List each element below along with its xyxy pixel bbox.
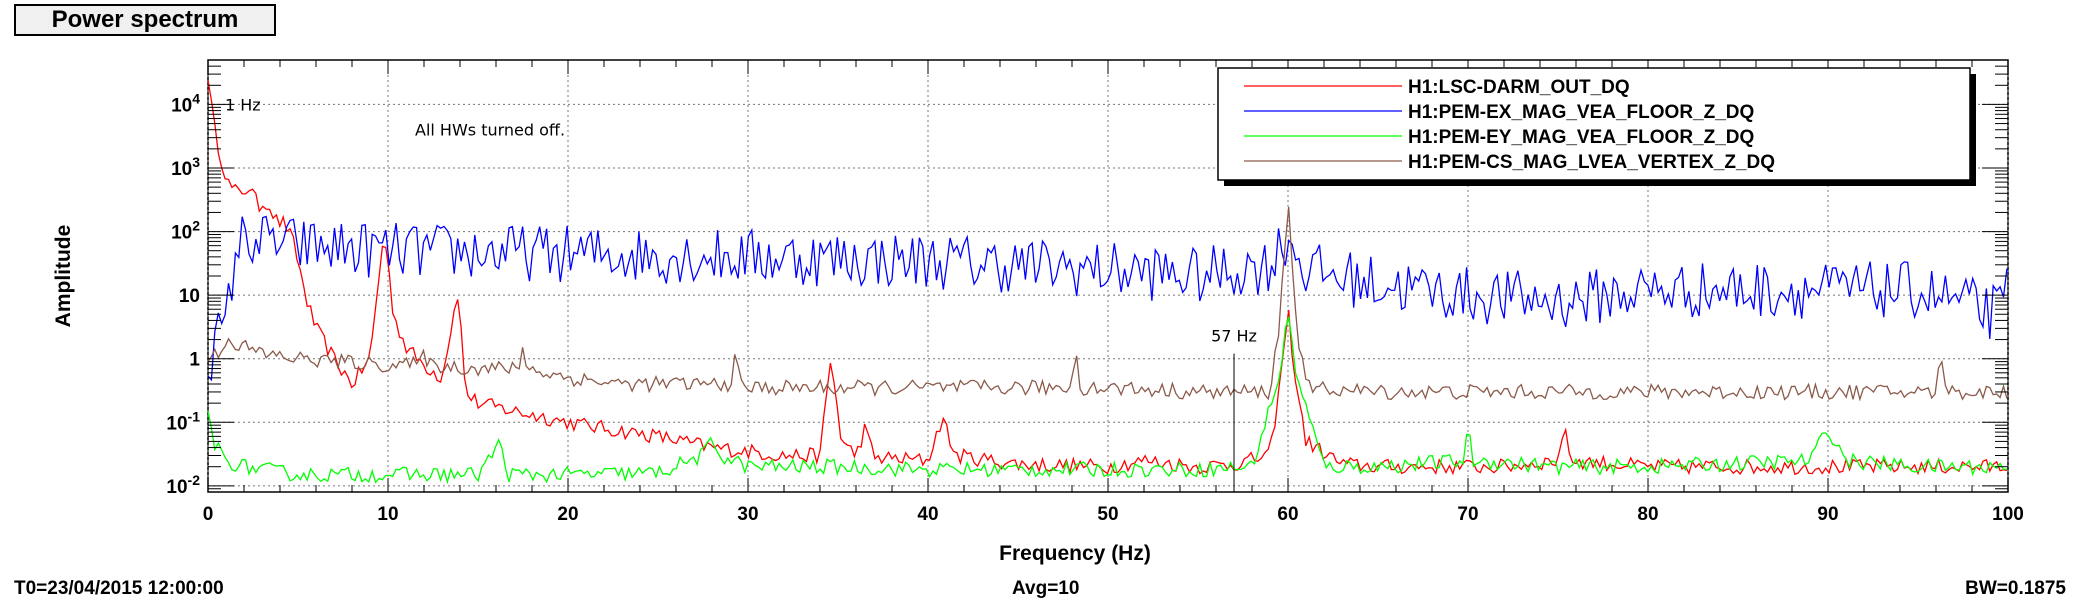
legend-label: H1:PEM-CS_MAG_LVEA_VERTEX_Z_DQ <box>1408 152 1775 173</box>
x-tick-label: 40 <box>917 504 938 525</box>
y-axis-label: Amplitude <box>52 225 75 328</box>
annotation-text: 1 Hz <box>225 95 261 114</box>
legend-label: H1:LSC-DARM_OUT_DQ <box>1408 77 1630 98</box>
series-line-3 <box>207 316 2007 485</box>
y-tick-label: 102 <box>171 218 200 244</box>
axes: 0 10 20 30 40 50 60 70 80 90 10010410310210110-110… <box>52 59 2024 565</box>
x-tick-label: 0 <box>203 504 214 525</box>
series-line-2 <box>207 215 2008 382</box>
y-tick-label: 1 <box>189 350 200 371</box>
x-tick-label: 80 <box>1637 504 1658 525</box>
x-tick-label: 10 <box>377 504 398 525</box>
y-tick-label: 104 <box>171 90 200 116</box>
series-line-1 <box>207 80 2007 476</box>
x-axis-label: Frequency (Hz) <box>999 542 1151 565</box>
series-lines <box>207 80 2008 485</box>
annotation-text: 57 Hz <box>1211 327 1257 346</box>
footer-bw: BW=0.1875 <box>1965 578 2066 599</box>
legend-label: H1:PEM-EY_MAG_VEA_FLOOR_Z_DQ <box>1408 127 1754 148</box>
x-tick-label: 30 <box>737 504 758 525</box>
y-tick-label: 10 <box>179 286 200 307</box>
series-line-4 <box>207 207 2008 402</box>
legend: H1:LSC-DARM_OUT_DQ H1:PEM-EX_MAG_VEA_FLOO… <box>1217 67 1976 186</box>
y-tick-label: 10-2 <box>166 472 200 498</box>
annotation-text: All HWs turned off. <box>415 121 565 140</box>
x-tick-label: 50 <box>1097 504 1118 525</box>
x-tick-label: 60 <box>1277 504 1298 525</box>
annotations: 1 Hz All HWs turned off. 57 Hz <box>225 95 1257 492</box>
legend-label: H1:PEM-EX_MAG_VEA_FLOOR_Z_DQ <box>1408 102 1754 123</box>
footer-avg: Avg=10 <box>1012 578 1080 599</box>
y-tick-label: 10-1 <box>166 408 200 434</box>
footer-t0: T0=23/04/2015 12:00:00 <box>14 578 224 599</box>
x-tick-label: 90 <box>1817 504 1838 525</box>
legend-box <box>1217 67 1971 181</box>
y-tick-label: 103 <box>171 154 200 180</box>
x-tick-label: 70 <box>1457 504 1478 525</box>
chart-title: Power spectrum <box>14 4 276 36</box>
x-tick-label: 100 <box>1992 504 2024 525</box>
x-tick-label: 20 <box>557 504 578 525</box>
